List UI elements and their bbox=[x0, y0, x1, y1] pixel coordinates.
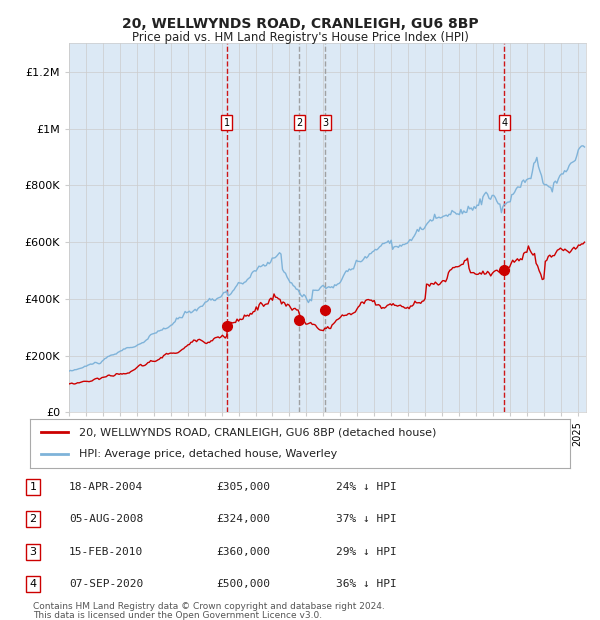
Text: Contains HM Land Registry data © Crown copyright and database right 2024.: Contains HM Land Registry data © Crown c… bbox=[33, 602, 385, 611]
Text: 20, WELLWYNDS ROAD, CRANLEIGH, GU6 8BP (detached house): 20, WELLWYNDS ROAD, CRANLEIGH, GU6 8BP (… bbox=[79, 427, 436, 437]
Text: 18-APR-2004: 18-APR-2004 bbox=[69, 482, 143, 492]
Text: 2: 2 bbox=[296, 118, 302, 128]
Text: £500,000: £500,000 bbox=[216, 579, 270, 589]
Text: 20, WELLWYNDS ROAD, CRANLEIGH, GU6 8BP: 20, WELLWYNDS ROAD, CRANLEIGH, GU6 8BP bbox=[122, 17, 478, 32]
Text: 2: 2 bbox=[29, 514, 37, 524]
Text: 29% ↓ HPI: 29% ↓ HPI bbox=[336, 547, 397, 557]
Text: 3: 3 bbox=[29, 547, 37, 557]
Text: 1: 1 bbox=[29, 482, 37, 492]
Text: 37% ↓ HPI: 37% ↓ HPI bbox=[336, 514, 397, 524]
Text: This data is licensed under the Open Government Licence v3.0.: This data is licensed under the Open Gov… bbox=[33, 611, 322, 619]
Text: £324,000: £324,000 bbox=[216, 514, 270, 524]
Text: 36% ↓ HPI: 36% ↓ HPI bbox=[336, 579, 397, 589]
Text: 05-AUG-2008: 05-AUG-2008 bbox=[69, 514, 143, 524]
Text: 15-FEB-2010: 15-FEB-2010 bbox=[69, 547, 143, 557]
Text: 07-SEP-2020: 07-SEP-2020 bbox=[69, 579, 143, 589]
Text: 1: 1 bbox=[223, 118, 230, 128]
Text: HPI: Average price, detached house, Waverley: HPI: Average price, detached house, Wave… bbox=[79, 450, 337, 459]
Text: Price paid vs. HM Land Registry's House Price Index (HPI): Price paid vs. HM Land Registry's House … bbox=[131, 31, 469, 44]
Text: £305,000: £305,000 bbox=[216, 482, 270, 492]
Text: 3: 3 bbox=[322, 118, 328, 128]
Text: 4: 4 bbox=[29, 579, 37, 589]
Text: 4: 4 bbox=[502, 118, 508, 128]
Text: 24% ↓ HPI: 24% ↓ HPI bbox=[336, 482, 397, 492]
Text: £360,000: £360,000 bbox=[216, 547, 270, 557]
